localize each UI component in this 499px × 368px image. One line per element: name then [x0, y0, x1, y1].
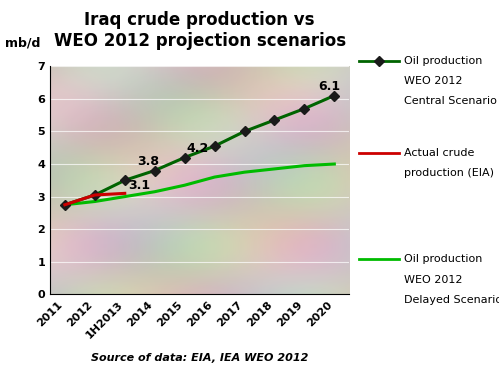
- Text: Source of data: EIA, IEA WEO 2012: Source of data: EIA, IEA WEO 2012: [91, 353, 308, 362]
- Text: 6.1: 6.1: [318, 80, 340, 93]
- Text: Delayed Scenario: Delayed Scenario: [404, 295, 499, 305]
- Text: WEO 2012: WEO 2012: [404, 275, 463, 285]
- Text: 4.2: 4.2: [186, 142, 209, 155]
- Text: production (EIA): production (EIA): [404, 168, 494, 178]
- Text: Iraq crude production vs
WEO 2012 projection scenarios: Iraq crude production vs WEO 2012 projec…: [53, 11, 346, 50]
- Text: mb/d: mb/d: [5, 37, 40, 50]
- Text: Actual crude: Actual crude: [404, 148, 475, 158]
- Text: WEO 2012: WEO 2012: [404, 76, 463, 86]
- Text: Oil production: Oil production: [404, 56, 483, 66]
- Text: 3.1: 3.1: [128, 180, 151, 192]
- Text: Oil production: Oil production: [404, 254, 483, 265]
- Text: Central Scenario: Central Scenario: [404, 96, 497, 106]
- Text: 3.8: 3.8: [137, 155, 159, 168]
